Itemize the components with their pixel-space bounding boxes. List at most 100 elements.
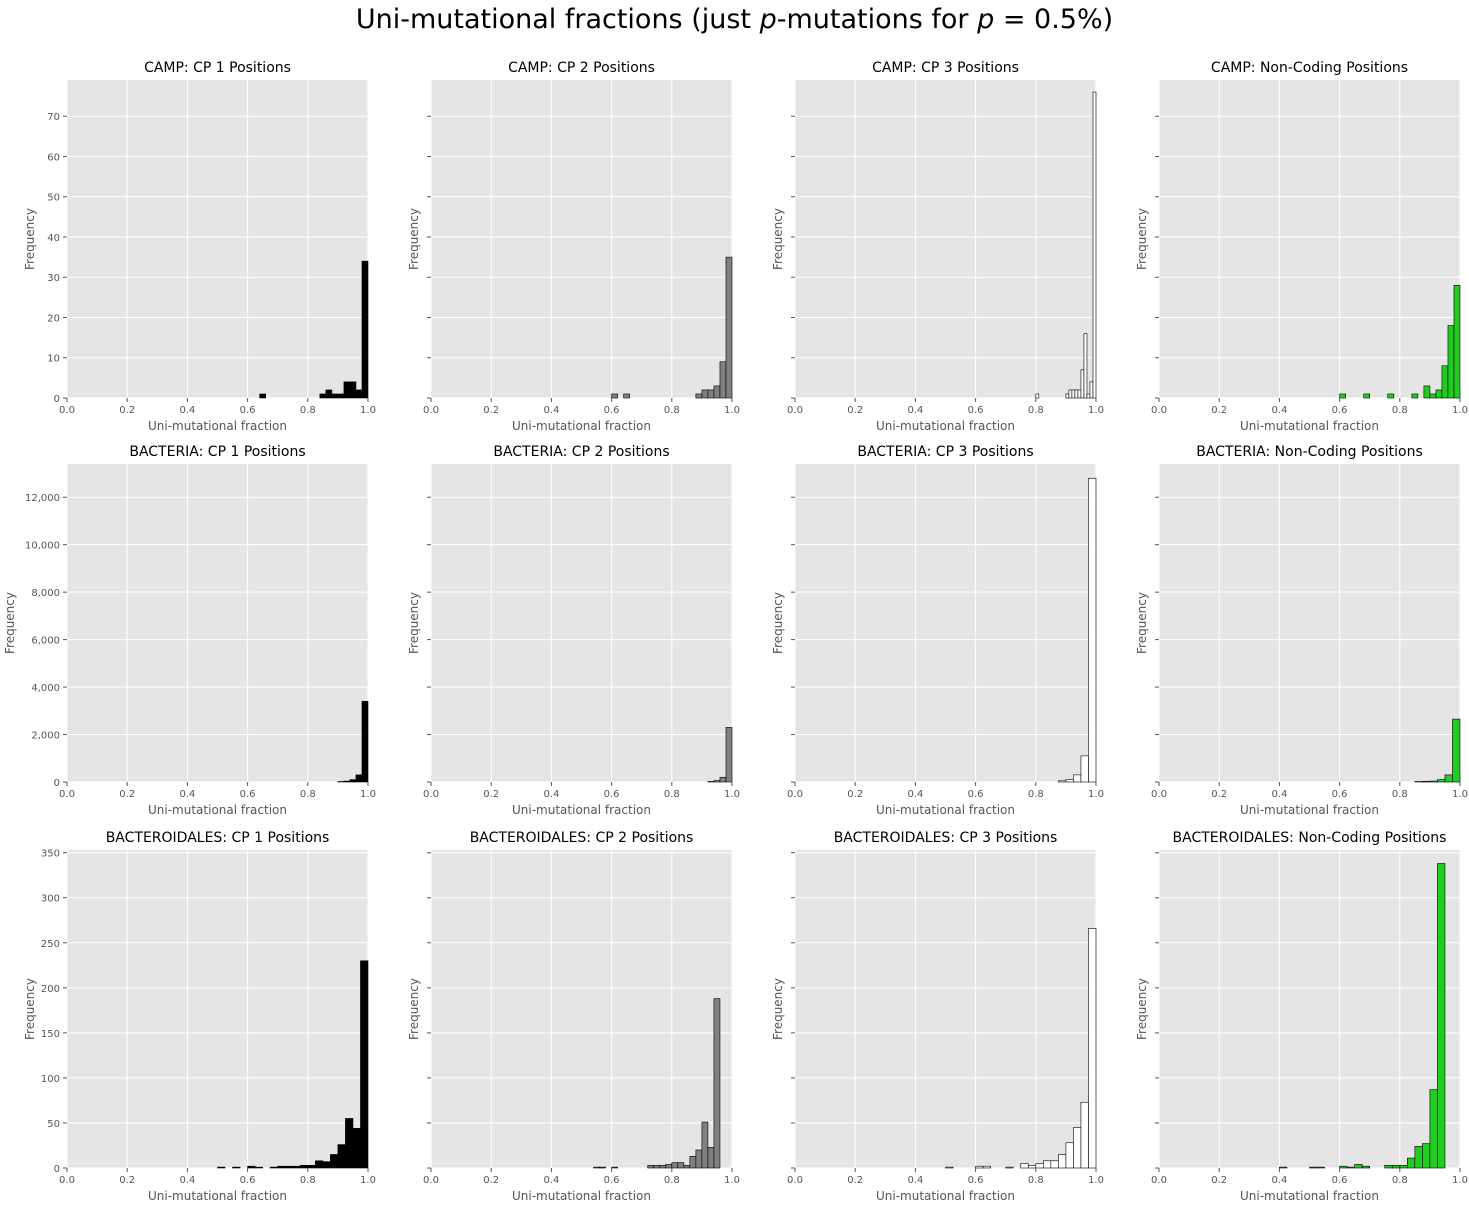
histogram-bar bbox=[1080, 1101, 1089, 1169]
histogram-bar bbox=[284, 1165, 294, 1169]
x-tick-label: 0.4 bbox=[179, 789, 195, 800]
x-tick-label: 0.6 bbox=[240, 789, 256, 800]
histogram-bar bbox=[1429, 1089, 1438, 1169]
x-tick-label: 0.0 bbox=[423, 405, 439, 416]
histogram-bar bbox=[1080, 755, 1089, 783]
histogram-bar bbox=[1437, 863, 1446, 1169]
histogram-bar bbox=[1050, 1160, 1059, 1169]
x-tick-label: 0.0 bbox=[787, 1175, 803, 1186]
x-tick-label: 1.0 bbox=[360, 789, 376, 800]
x-tick-label: 0.4 bbox=[907, 405, 923, 416]
histogram-bar bbox=[695, 393, 703, 399]
y-tick-label: 4,000 bbox=[31, 683, 60, 694]
histogram-bar bbox=[277, 1165, 286, 1169]
histogram-bar bbox=[1073, 774, 1082, 783]
histogram-bar bbox=[719, 776, 727, 783]
histogram-bar bbox=[1083, 333, 1088, 399]
histogram-bar bbox=[1346, 1166, 1355, 1169]
figure-title-part2: -mutations for bbox=[776, 4, 978, 35]
histogram-bar bbox=[331, 393, 339, 399]
y-tick-label: 70 bbox=[47, 112, 60, 123]
histogram-bar bbox=[361, 260, 369, 399]
plot-background bbox=[795, 464, 1096, 782]
subplot-title: CAMP: CP 2 Positions bbox=[508, 60, 655, 76]
histogram-bar bbox=[701, 1121, 709, 1169]
x-axis-label: Uni-mutational fraction bbox=[876, 419, 1015, 433]
histogram-bar bbox=[593, 1166, 600, 1169]
x-tick-label: 0.4 bbox=[179, 405, 195, 416]
subplot-title: CAMP: CP 1 Positions bbox=[144, 60, 291, 76]
histogram-bar bbox=[1071, 389, 1076, 399]
histogram-bar bbox=[1435, 389, 1443, 399]
histogram-bar bbox=[689, 1155, 697, 1169]
y-tick-label: 300 bbox=[41, 894, 60, 905]
x-tick-label: 0.0 bbox=[423, 789, 439, 800]
histogram-bar bbox=[1058, 1154, 1067, 1169]
histogram-bar bbox=[343, 381, 351, 399]
histogram-bar bbox=[1452, 718, 1461, 783]
histogram-bar bbox=[217, 1166, 226, 1169]
histogram-bar bbox=[1429, 393, 1437, 399]
y-tick-label: 30 bbox=[47, 273, 60, 284]
y-tick-label: 12,000 bbox=[25, 493, 60, 504]
histogram-bar bbox=[599, 1166, 606, 1169]
y-tick-label: 2,000 bbox=[31, 731, 60, 742]
subplot-1: 0.0 0.2 0.4 0.6 0.8 1.0 0 10 20 30 40 50 60 70 CAMP: C… bbox=[23, 60, 376, 433]
histogram-bar bbox=[319, 393, 327, 399]
histogram-bar bbox=[1423, 385, 1431, 399]
y-axis-label: Frequency bbox=[771, 208, 785, 270]
x-tick-label: 0.6 bbox=[1332, 789, 1348, 800]
subplot-3: 0.0 0.2 0.4 0.6 0.8 1.0 CAMP: CP 3 Positions Un… bbox=[771, 60, 1104, 433]
subplot-9: 0.0 0.2 0.4 0.6 0.8 1.0 0 50 100 150 200 250 300 350 B… bbox=[23, 830, 376, 1203]
histogram-bar bbox=[695, 1149, 703, 1169]
histogram-bar bbox=[254, 1166, 263, 1169]
x-tick-label: 0.2 bbox=[847, 1175, 863, 1186]
x-tick-label: 1.0 bbox=[1452, 789, 1468, 800]
subplot-10: 0.0 0.2 0.4 0.6 0.8 1.0 BACTEROIDALES: CP 2 Po… bbox=[407, 830, 740, 1203]
y-tick-label: 0 bbox=[54, 394, 60, 405]
x-tick-label: 0.4 bbox=[1271, 1175, 1287, 1186]
x-tick-label: 0.6 bbox=[968, 405, 984, 416]
subplot-title: CAMP: CP 3 Positions bbox=[872, 60, 1019, 76]
subplot-6: 0.0 0.2 0.4 0.6 0.8 1.0 BACTERIA: CP 2 Positio… bbox=[407, 444, 740, 817]
histogram-bar bbox=[1407, 1157, 1416, 1169]
histogram-bar bbox=[611, 1166, 618, 1169]
x-tick-label: 1.0 bbox=[360, 405, 376, 416]
histogram-bar bbox=[259, 393, 266, 399]
y-tick-label: 50 bbox=[47, 1119, 60, 1130]
x-tick-label: 0.6 bbox=[604, 789, 620, 800]
x-tick-label: 0.8 bbox=[664, 405, 680, 416]
histogram-bar bbox=[1363, 393, 1371, 399]
plot-background bbox=[67, 850, 368, 1168]
x-axis-label: Uni-mutational fraction bbox=[1240, 803, 1379, 817]
histogram-bar bbox=[330, 1154, 339, 1169]
histogram-bar bbox=[1088, 477, 1097, 783]
histogram-bar bbox=[659, 1164, 667, 1169]
y-tick-label: 40 bbox=[47, 233, 60, 244]
plot-background bbox=[431, 850, 732, 1168]
histogram-bar bbox=[1005, 1166, 1014, 1169]
histogram-bar bbox=[1092, 91, 1097, 399]
plot-background bbox=[1159, 80, 1460, 398]
histogram-bar bbox=[325, 389, 333, 399]
x-tick-label: 0.6 bbox=[968, 1175, 984, 1186]
histogram-bar bbox=[360, 960, 369, 1169]
x-tick-label: 0.8 bbox=[1028, 789, 1044, 800]
x-tick-label: 0.8 bbox=[664, 789, 680, 800]
plot-background bbox=[1159, 850, 1460, 1168]
subplot-title: CAMP: Non-Coding Positions bbox=[1211, 60, 1408, 76]
histogram-bar bbox=[337, 393, 345, 399]
y-tick-label: 10,000 bbox=[25, 541, 60, 552]
histogram-bar bbox=[1035, 393, 1040, 399]
x-tick-label: 0.2 bbox=[1211, 405, 1227, 416]
x-tick-label: 0.2 bbox=[483, 405, 499, 416]
x-tick-label: 1.0 bbox=[724, 405, 740, 416]
y-axis-label: Frequency bbox=[407, 592, 421, 654]
histogram-bar bbox=[1065, 393, 1070, 399]
x-tick-label: 0.6 bbox=[1332, 1175, 1348, 1186]
x-tick-label: 0.2 bbox=[119, 405, 135, 416]
histogram-bar bbox=[1411, 393, 1419, 399]
histogram-bar bbox=[307, 1164, 316, 1169]
figure-title-part1: Uni-mutational fractions (just bbox=[355, 4, 760, 35]
histogram-bar bbox=[1065, 779, 1074, 783]
